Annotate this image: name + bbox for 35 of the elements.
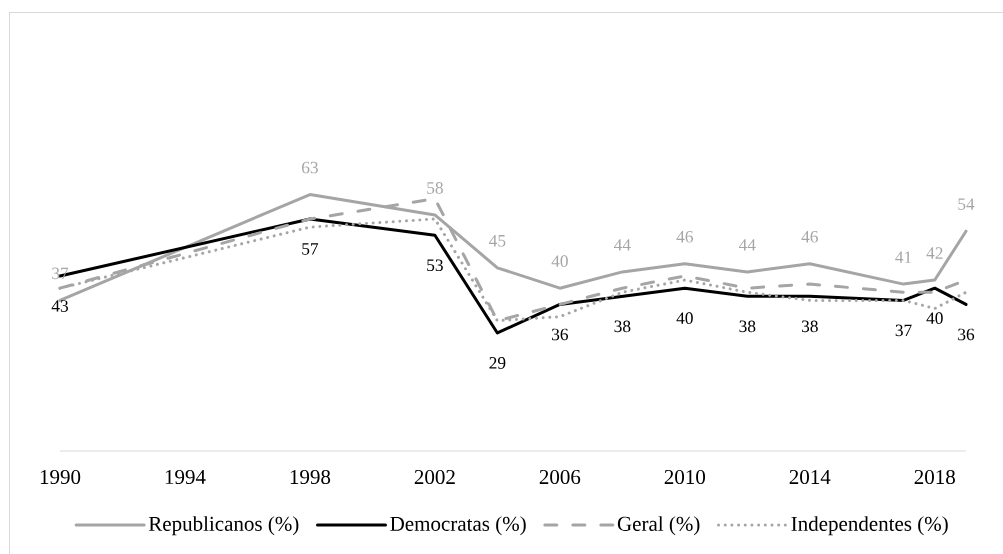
legend-label: Republicanos (%) [148, 516, 299, 536]
legend-label: Geral (%) [617, 516, 700, 536]
data-label: 44 [614, 239, 631, 251]
x-tick-label: 1994 [165, 469, 206, 485]
data-label: 53 [427, 259, 443, 272]
data-label: 38 [801, 320, 818, 333]
x-tick-label: 2002 [414, 469, 455, 485]
data-label: 36 [958, 328, 975, 341]
data-label: 43 [51, 300, 68, 312]
data-label: 40 [676, 312, 693, 325]
data-label: 57 [302, 243, 319, 255]
data-label: 38 [739, 320, 756, 333]
data-label: 37 [895, 324, 912, 337]
data-label: 40 [926, 312, 943, 325]
x-tick-label: 2006 [539, 469, 581, 485]
legend-label: Democratas (%) [390, 516, 526, 536]
data-label: 45 [489, 235, 506, 247]
data-label: 63 [302, 161, 318, 174]
data-label: 44 [738, 239, 756, 251]
data-label: 29 [489, 357, 506, 369]
data-label: 36 [552, 328, 569, 341]
x-tick-label: 1998 [290, 469, 331, 485]
x-tick-label: 1990 [40, 469, 81, 485]
data-label: 46 [676, 230, 693, 243]
data-label: 38 [614, 320, 631, 333]
data-label: 54 [958, 198, 975, 210]
data-label: 58 [427, 182, 443, 194]
x-tick-label: 2014 [789, 469, 831, 485]
data-label: 42 [926, 247, 943, 259]
data-label: 40 [551, 255, 568, 268]
data-label: 41 [895, 251, 912, 263]
data-label: 46 [801, 230, 818, 243]
x-tick-label: 2010 [664, 469, 706, 485]
x-tick-label: 2018 [914, 469, 955, 485]
legend-label: Independentes (%) [791, 516, 948, 536]
